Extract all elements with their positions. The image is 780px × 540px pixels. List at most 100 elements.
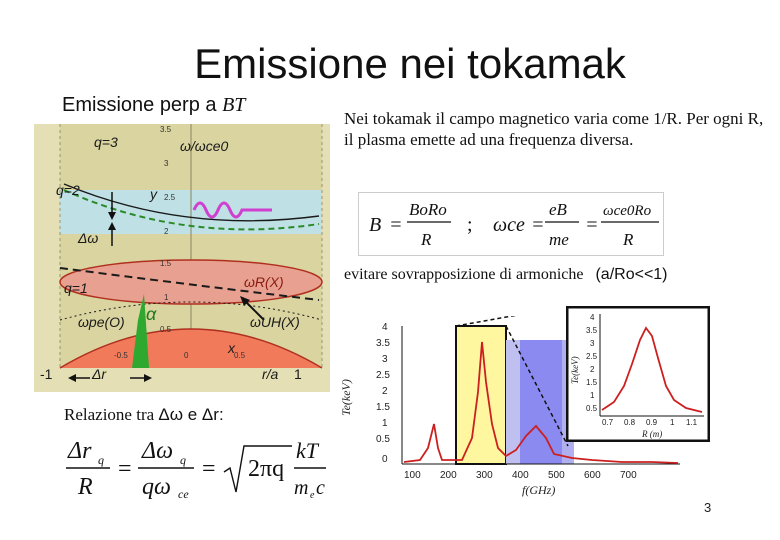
te-profile-curve [601,326,703,413]
spec-ytick-1: 1 [382,418,388,429]
svg-text:=: = [585,214,599,236]
spec-ylabel: Te(keV) [339,379,353,416]
blue-highlight-band [520,340,562,464]
label-q2: q=2 [56,182,80,198]
xtick-neg-0-5: -0.5 [114,351,128,360]
label-x-pos1: 1 [294,366,302,382]
ytick-1-5: 1.5 [160,259,172,268]
label-delta-r: Δr [92,366,107,382]
slide-title: Emissione nei tokamak [194,40,626,87]
svg-text:q: q [180,453,186,467]
inset-xtick-1-1: 1.1 [686,418,698,427]
inset-ytick-1: 1 [590,391,595,400]
label-delta-omega: Δω [78,230,99,246]
spec-xlabel: f(GHz) [522,483,555,497]
svg-text:Δr: Δr [67,438,92,464]
label-x-neg1: -1 [40,366,53,382]
formula-b-den: R [420,230,432,249]
spec-xtick-200: 200 [440,470,457,481]
svg-text:qω: qω [142,474,171,500]
svg-text:=: = [202,456,216,482]
spec-ytick-2: 2 [382,386,388,397]
svg-text:Δω: Δω [141,438,173,464]
label-y: y [150,186,157,202]
formula-sep: ; [467,214,473,236]
formula-b-lhs: B [369,214,381,236]
inset-ytick-3: 3 [590,339,595,348]
spectrum-curve [403,341,679,464]
slide-subtitle: Emissione perp a BT [62,94,245,117]
green-spike [132,294,149,368]
emission-wave-icon [192,201,272,219]
ytick-3: 3 [164,159,169,168]
label-omega-r: ωR(X) [244,274,284,290]
inset-ytick-0-5: 0.5 [586,404,598,413]
label-omega-uh: ωUH(X) [250,314,300,330]
ytick-2-5: 2.5 [164,193,176,202]
label-q1: q=1 [64,280,88,296]
inset-xtick-0-7: 0.7 [602,418,614,427]
spec-xtick-600: 600 [584,470,601,481]
relation-heading: Relazione tra Δω e Δr: [64,405,224,425]
svg-text:q: q [98,453,104,467]
svg-text:=: = [531,214,545,236]
inset-xtick-0-9: 0.9 [646,418,658,427]
formula-w-den2: R [622,230,634,249]
label-alpha: α [146,304,157,324]
cutoff-curve [59,267,320,301]
formula-w-num2: ωce0Ro [603,203,652,219]
subtitle-text: Emissione perp a [62,94,217,116]
spec-ytick-3-5: 3.5 [376,338,390,349]
ytick-0-5: 0.5 [160,325,172,334]
svg-text:R: R [77,474,93,500]
avoid-condition: (a/Ro<<1) [595,266,668,283]
formula-w-lhs: ωce [493,214,525,236]
svg-text:c: c [316,477,325,499]
svg-text:2πq: 2πq [248,456,284,482]
spec-xtick-400: 400 [512,470,529,481]
svg-text:ce: ce [178,487,189,501]
spec-xtick-700: 700 [620,470,637,481]
formula-w-num1: eB [549,200,568,219]
delta-r-formula: Δr q R = Δω q qω ce = 2πq kT m e c [66,438,326,501]
spec-ytick-2-5: 2.5 [376,370,390,381]
spec-xtick-500: 500 [548,470,565,481]
label-omega-ratio: ω/ωce0 [180,138,229,154]
harmonic-curve [63,189,320,231]
spec-xtick-100: 100 [404,470,421,481]
tokamak-frequency-plot: 3.5 3 2.5 2 1.5 1 0.5 -0.5 0 0.5 [34,124,330,392]
inset-xlabel: R (m) [641,429,662,439]
relation-text: Relazione tra [64,405,155,424]
avoid-harmonics-note: evitare sovrapposizione di armoniche (a/… [344,266,668,284]
subtitle-symbol: BT [222,94,246,116]
label-q3: q=3 [94,134,118,150]
xtick-0-5: 0.5 [234,351,246,360]
inset-ytick-4: 4 [590,313,595,322]
te-profile-inset: 4 3.5 3 2.5 2 1.5 1 0.5 0.7 0.8 0.9 1 1.… [566,306,710,442]
magnetic-field-formula: B = BoRo R ; ωce = eB me = ωce0Ro R [358,192,664,256]
svg-text:e: e [310,490,315,501]
ytick-2: 2 [164,227,169,236]
omega-ce-curve [63,183,320,222]
inset-ytick-3-5: 3.5 [586,326,598,335]
formula-b-num: BoRo [409,200,447,219]
label-r-over-a: r/a [262,366,279,382]
inset-ylabel: Te(keV) [570,356,580,384]
spec-ytick-3: 3 [382,354,388,365]
inset-ytick-2-5: 2.5 [586,352,598,361]
inset-xtick-0-8: 0.8 [624,418,636,427]
ytick-3-5: 3.5 [160,125,172,134]
page-number: 3 [704,500,712,515]
description-text: Nei tokamak il campo magnetico varia com… [344,109,764,149]
spec-ytick-0: 0 [382,454,388,465]
inset-xtick-1: 1 [670,418,675,427]
svg-text:=: = [118,456,132,482]
spec-xtick-300: 300 [476,470,493,481]
inset-ytick-2: 2 [590,365,595,374]
label-x: x [228,340,235,356]
xtick-0: 0 [184,351,189,360]
spec-ytick-1-5: 1.5 [376,402,390,413]
svg-text:m: m [294,477,308,499]
relation-symbols: Δω e Δr: [158,405,224,424]
ytick-1: 1 [164,293,169,302]
